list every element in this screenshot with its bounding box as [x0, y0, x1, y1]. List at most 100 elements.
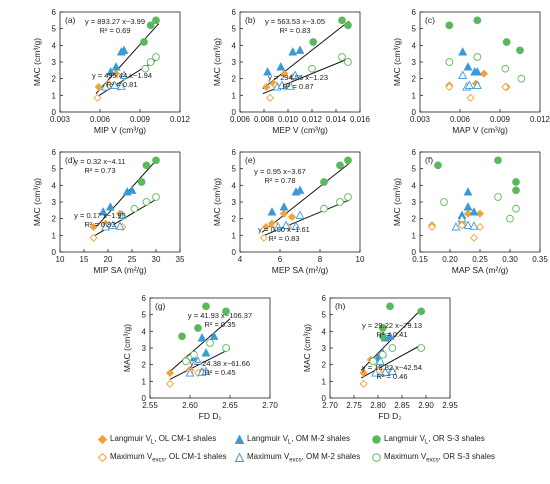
- panel-label: (b): [245, 15, 256, 25]
- circle-point: [501, 64, 510, 73]
- triangle-point: [98, 207, 108, 216]
- chart-panel-7: 2.70 2.75 2.80 2.85 2.90 2.95 0 1 2 3 4 5 6 FD D₂ MAC …: [302, 294, 458, 421]
- fit-equation: y = 41.93 x−106.37: [188, 311, 252, 320]
- circle-point: [344, 58, 352, 66]
- x-tick-label: 0.012: [170, 115, 191, 124]
- fit-equation: y = 0.17 x−1.95: [74, 211, 126, 220]
- plot-frame: [419, 11, 541, 113]
- y-axis-label: MAC (cm³/g): [392, 178, 402, 226]
- x-tick-label: 0.010: [278, 115, 299, 124]
- x-axis-label: MIP V (cm³/g): [94, 125, 146, 135]
- diamond-marker-icon: [98, 435, 107, 445]
- x-tick-label: 0.006: [90, 115, 111, 124]
- triangle-point: [375, 356, 385, 365]
- x-tick-label: 0.003: [410, 115, 431, 124]
- y-tick-label: 1: [412, 231, 417, 240]
- triangle-point: [110, 80, 120, 89]
- y-tick-label: 4: [232, 181, 237, 190]
- y-tick-label: 5: [142, 311, 147, 320]
- x-tick-label: 20: [104, 255, 113, 264]
- y-tick-label: 4: [322, 327, 327, 336]
- y-tick-label: 1: [232, 231, 237, 240]
- y-axis-label: MAC (cm³/g): [212, 178, 222, 226]
- triangle-point: [458, 47, 468, 56]
- x-tick-label: 0.014: [326, 115, 347, 124]
- circle-point: [152, 193, 160, 201]
- triangle-point: [295, 45, 305, 54]
- circle-point: [506, 214, 514, 223]
- diamond-point: [457, 221, 467, 230]
- circle-point: [146, 21, 155, 30]
- legend-label: Maximum Vexcs, OM M-2 shales: [247, 452, 361, 464]
- diamond-point: [463, 209, 473, 218]
- triangle-point: [193, 356, 203, 365]
- diamond-point: [475, 209, 485, 218]
- y-tick-label: 5: [52, 25, 57, 34]
- circle-point: [473, 53, 482, 61]
- triangle-point: [201, 366, 211, 375]
- diamond-point: [94, 82, 103, 92]
- triangle-point: [277, 80, 287, 89]
- x-axis-label: MAP V (cm³/g): [452, 125, 508, 135]
- y-tick-label: 6: [232, 8, 237, 17]
- x-tick-label: 0.009: [490, 115, 511, 124]
- diamond-point: [466, 93, 475, 102]
- x-tick-label: 6: [278, 255, 283, 264]
- triangle-point: [108, 220, 118, 229]
- circle-point: [512, 186, 520, 195]
- triangle-point: [279, 202, 289, 211]
- circle-point: [378, 350, 387, 359]
- x-tick-label: 0.003: [50, 115, 71, 124]
- triangle-marker-icon: [235, 435, 244, 445]
- panel-label: (f): [425, 155, 433, 165]
- circle-point: [152, 156, 160, 165]
- triangle-point: [119, 45, 129, 54]
- triangle-point: [276, 62, 286, 71]
- fit-equation: y = 495.44 x−1.94: [92, 71, 152, 80]
- y-axis-label: MAC (cm³/g): [392, 38, 402, 86]
- circle-point: [178, 332, 186, 341]
- x-tick-label: 25: [128, 255, 137, 264]
- x-tick-label: 2.55: [142, 401, 158, 410]
- triangle-point: [458, 70, 468, 79]
- triangle-point: [291, 221, 301, 230]
- diamond-point: [445, 82, 454, 92]
- y-tick-label: 6: [52, 8, 57, 17]
- triangle-point: [273, 222, 283, 231]
- circle-point: [417, 307, 426, 316]
- fit-line: [261, 162, 351, 233]
- y-tick-label: 3: [142, 344, 147, 353]
- x-tick-label: 15: [80, 255, 89, 264]
- chart-panel-6: 2.55 2.60 2.65 2.70 0 1 2 3 4 5 6 FD D₁ MAC (cm³/g) (…: [122, 294, 278, 421]
- x-tick-label: 10: [356, 255, 365, 264]
- fit-equation: y = 294.55 x−1.23: [268, 73, 328, 82]
- legend-item-maximum-m2: Maximum Vexcs, OM M-2 shales: [235, 452, 360, 464]
- circle-point: [434, 161, 442, 170]
- circle-point: [152, 16, 160, 25]
- y-tick-label: 3: [232, 58, 237, 67]
- x-axis-label: MEP SA (m²/g): [272, 265, 329, 275]
- circle-point: [206, 339, 214, 347]
- y-tick-label: 4: [232, 41, 237, 50]
- x-tick-label: 0.25: [472, 255, 488, 264]
- diamond-point: [287, 212, 297, 222]
- triangle-point: [451, 222, 461, 231]
- fit-r-squared: R² = 0.46: [376, 372, 407, 381]
- fit-r-squared: R² = 0.35: [204, 320, 235, 329]
- triangle-point: [127, 185, 137, 194]
- y-axis-label: MAC (cm³/g): [32, 178, 42, 226]
- y-tick-label: 3: [322, 344, 327, 353]
- x-tick-label: 0.016: [350, 115, 371, 124]
- circle-point: [141, 64, 150, 73]
- y-tick-label: 6: [412, 8, 417, 17]
- y-tick-label: 4: [412, 41, 417, 50]
- circle-point: [140, 38, 148, 46]
- legend-label: Langmuir VL, OR S-3 shales: [384, 434, 485, 446]
- legend-item-langmuir-m2: Langmuir VL, OM M-2 shales: [235, 434, 350, 446]
- diamond-point: [262, 82, 271, 92]
- circle-point: [152, 53, 160, 61]
- x-tick-label: 0.20: [442, 255, 458, 264]
- triangle-outline-marker-icon: [235, 453, 244, 463]
- diamond-point: [359, 379, 368, 388]
